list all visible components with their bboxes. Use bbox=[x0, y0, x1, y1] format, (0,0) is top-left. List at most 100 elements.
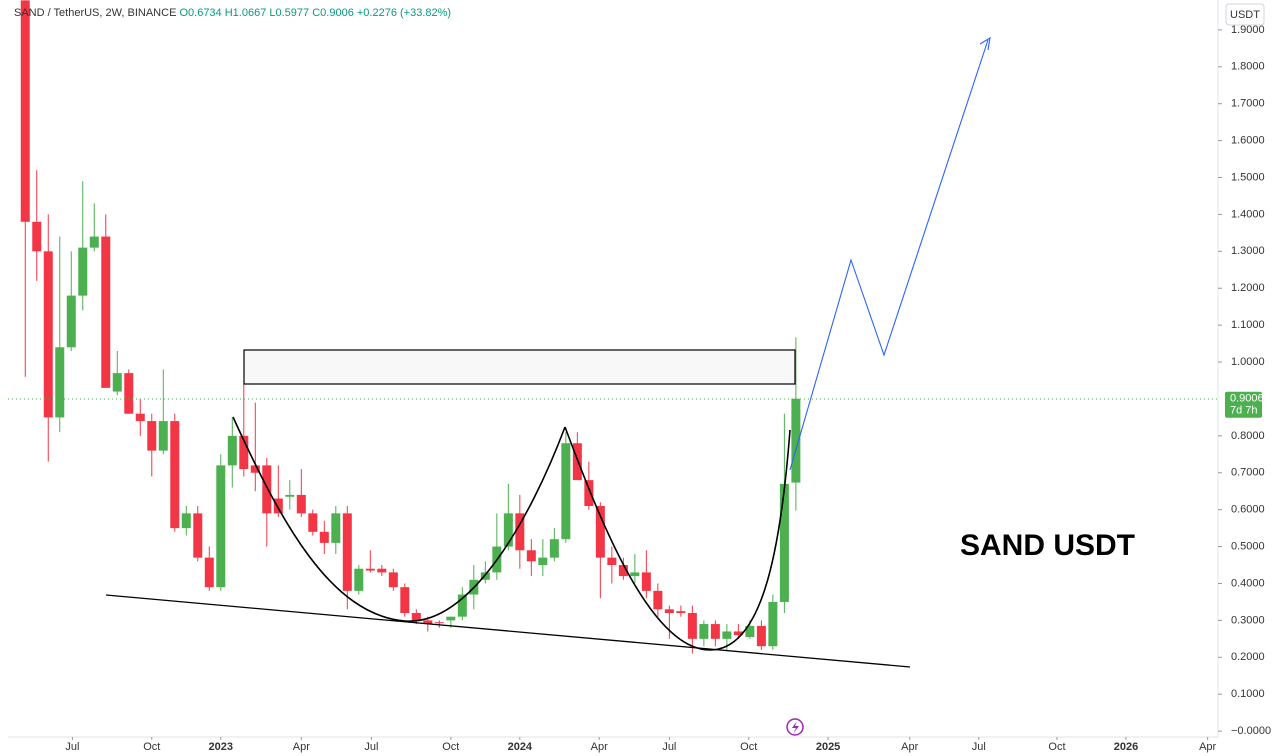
candle-body bbox=[262, 465, 272, 514]
candle-body bbox=[515, 513, 525, 551]
projection-path bbox=[789, 39, 989, 471]
candle-body bbox=[561, 443, 571, 540]
candle-body bbox=[745, 625, 755, 637]
y-tick-label: 1.3000 bbox=[1231, 245, 1265, 257]
candle-body bbox=[204, 557, 214, 588]
support-trendline bbox=[105, 594, 911, 668]
candle-body bbox=[538, 557, 548, 566]
cup-left bbox=[232, 416, 566, 622]
candle-body bbox=[676, 611, 686, 613]
candle-body bbox=[664, 609, 674, 613]
candle-body bbox=[43, 251, 53, 418]
candle-body bbox=[89, 236, 99, 248]
candle-body bbox=[273, 498, 283, 514]
ohlc-low: L0.5977 bbox=[269, 7, 309, 19]
y-tick-label: 1.7000 bbox=[1231, 98, 1265, 110]
candle-body bbox=[630, 572, 640, 577]
candles bbox=[20, 0, 801, 654]
candle-body bbox=[618, 565, 628, 577]
y-tick-label: 1.9000 bbox=[1231, 24, 1265, 36]
y-tick-label: 1.0000 bbox=[1231, 356, 1265, 368]
candle-body bbox=[101, 236, 111, 388]
x-tick-label: Jul bbox=[972, 741, 986, 753]
y-tick-label: 1.1000 bbox=[1231, 319, 1265, 331]
x-tick-label: Jul bbox=[65, 741, 79, 753]
candle-body bbox=[296, 494, 306, 514]
candle-body bbox=[446, 616, 456, 621]
x-tick-label: Apr bbox=[901, 741, 918, 753]
candle-body bbox=[710, 624, 720, 639]
legend-header: SAND / TetherUS, 2W, BINANCE O0.6734 H1.… bbox=[14, 7, 451, 19]
candle-body bbox=[584, 480, 594, 506]
candle-body bbox=[699, 624, 709, 639]
candle-body bbox=[20, 0, 30, 222]
candle-body bbox=[66, 295, 76, 348]
candle-body bbox=[549, 539, 559, 558]
candle-body bbox=[457, 594, 467, 617]
currency-button[interactable] bbox=[1225, 3, 1265, 26]
candle-body bbox=[768, 601, 778, 647]
x-tick-label: Oct bbox=[442, 741, 459, 753]
candle-body bbox=[55, 347, 65, 418]
countdown: 7d 7h bbox=[1230, 405, 1258, 417]
candle-body bbox=[377, 568, 387, 573]
candle-body bbox=[572, 443, 582, 481]
axes: 1.9000 1.8000 1.7000 1.6000 1.5000 1.4000 1.30… bbox=[65, 24, 1271, 753]
candle-body bbox=[147, 421, 157, 451]
candle-body bbox=[78, 247, 88, 296]
x-tick-label: 2026 bbox=[1114, 741, 1138, 753]
candle-body bbox=[756, 625, 766, 647]
x-tick-label: Oct bbox=[1048, 741, 1065, 753]
projection-arrowhead bbox=[979, 36, 991, 51]
candle-body bbox=[354, 568, 364, 591]
candle-body bbox=[503, 513, 513, 547]
y-tick-label: 1.4000 bbox=[1231, 208, 1265, 220]
y-tick-label: 1.5000 bbox=[1231, 171, 1265, 183]
cup-right bbox=[564, 426, 791, 651]
candle-body bbox=[607, 557, 617, 566]
candle-body bbox=[158, 421, 168, 451]
candle-body bbox=[595, 505, 605, 558]
change: +0.2276 (+33.82%) bbox=[357, 7, 451, 19]
annotation: SAND USDT bbox=[960, 529, 1135, 562]
x-tick-label: Oct bbox=[740, 741, 757, 753]
ohlc-high: H1.0667 bbox=[225, 7, 267, 19]
candle-body bbox=[216, 465, 226, 588]
candle-body bbox=[526, 550, 536, 562]
candle-body bbox=[653, 590, 663, 610]
y-tick-label: 1.2000 bbox=[1231, 282, 1265, 294]
x-tick-label: Jul bbox=[364, 741, 378, 753]
resistance-zone bbox=[243, 349, 796, 385]
candle-body bbox=[227, 435, 237, 466]
candle-body bbox=[687, 612, 697, 639]
last-price-tag bbox=[1225, 391, 1262, 418]
last-price-label: 0.9006 bbox=[1230, 393, 1264, 405]
ohlc-close: C0.9006 bbox=[312, 7, 354, 19]
ohlc-open: O0.6734 bbox=[179, 7, 221, 19]
candle-body bbox=[641, 572, 651, 591]
x-tick-label: Apr bbox=[293, 741, 310, 753]
candle-body bbox=[250, 465, 260, 473]
y-tick-label: 0.3000 bbox=[1231, 614, 1265, 626]
x-tick-label: 2024 bbox=[508, 741, 533, 753]
currency-label[interactable]: USDT bbox=[1230, 9, 1260, 21]
x-tick-label: 2023 bbox=[209, 741, 233, 753]
candle-body bbox=[319, 531, 329, 543]
candle-body bbox=[193, 513, 203, 558]
symbol: SAND / TetherUS, 2W, BINANCE bbox=[14, 7, 176, 19]
x-tick-label: Apr bbox=[1199, 741, 1216, 753]
y-tick-label: 0.2000 bbox=[1231, 651, 1265, 663]
candle-body bbox=[112, 373, 122, 392]
candle-body bbox=[411, 612, 421, 621]
candle-body bbox=[733, 631, 743, 636]
y-tick-label: 0.5000 bbox=[1231, 540, 1265, 552]
x-tick-label: Oct bbox=[143, 741, 160, 753]
event-icon-bolt bbox=[792, 721, 799, 734]
candle-body bbox=[170, 421, 180, 529]
x-tick-label: Apr bbox=[591, 741, 608, 753]
candle-body bbox=[124, 373, 134, 414]
x-tick-label: 2025 bbox=[816, 741, 840, 753]
candle-body bbox=[423, 620, 433, 625]
y-tick-label: 0.6000 bbox=[1231, 504, 1265, 516]
y-tick-label: 0.4000 bbox=[1231, 577, 1265, 589]
